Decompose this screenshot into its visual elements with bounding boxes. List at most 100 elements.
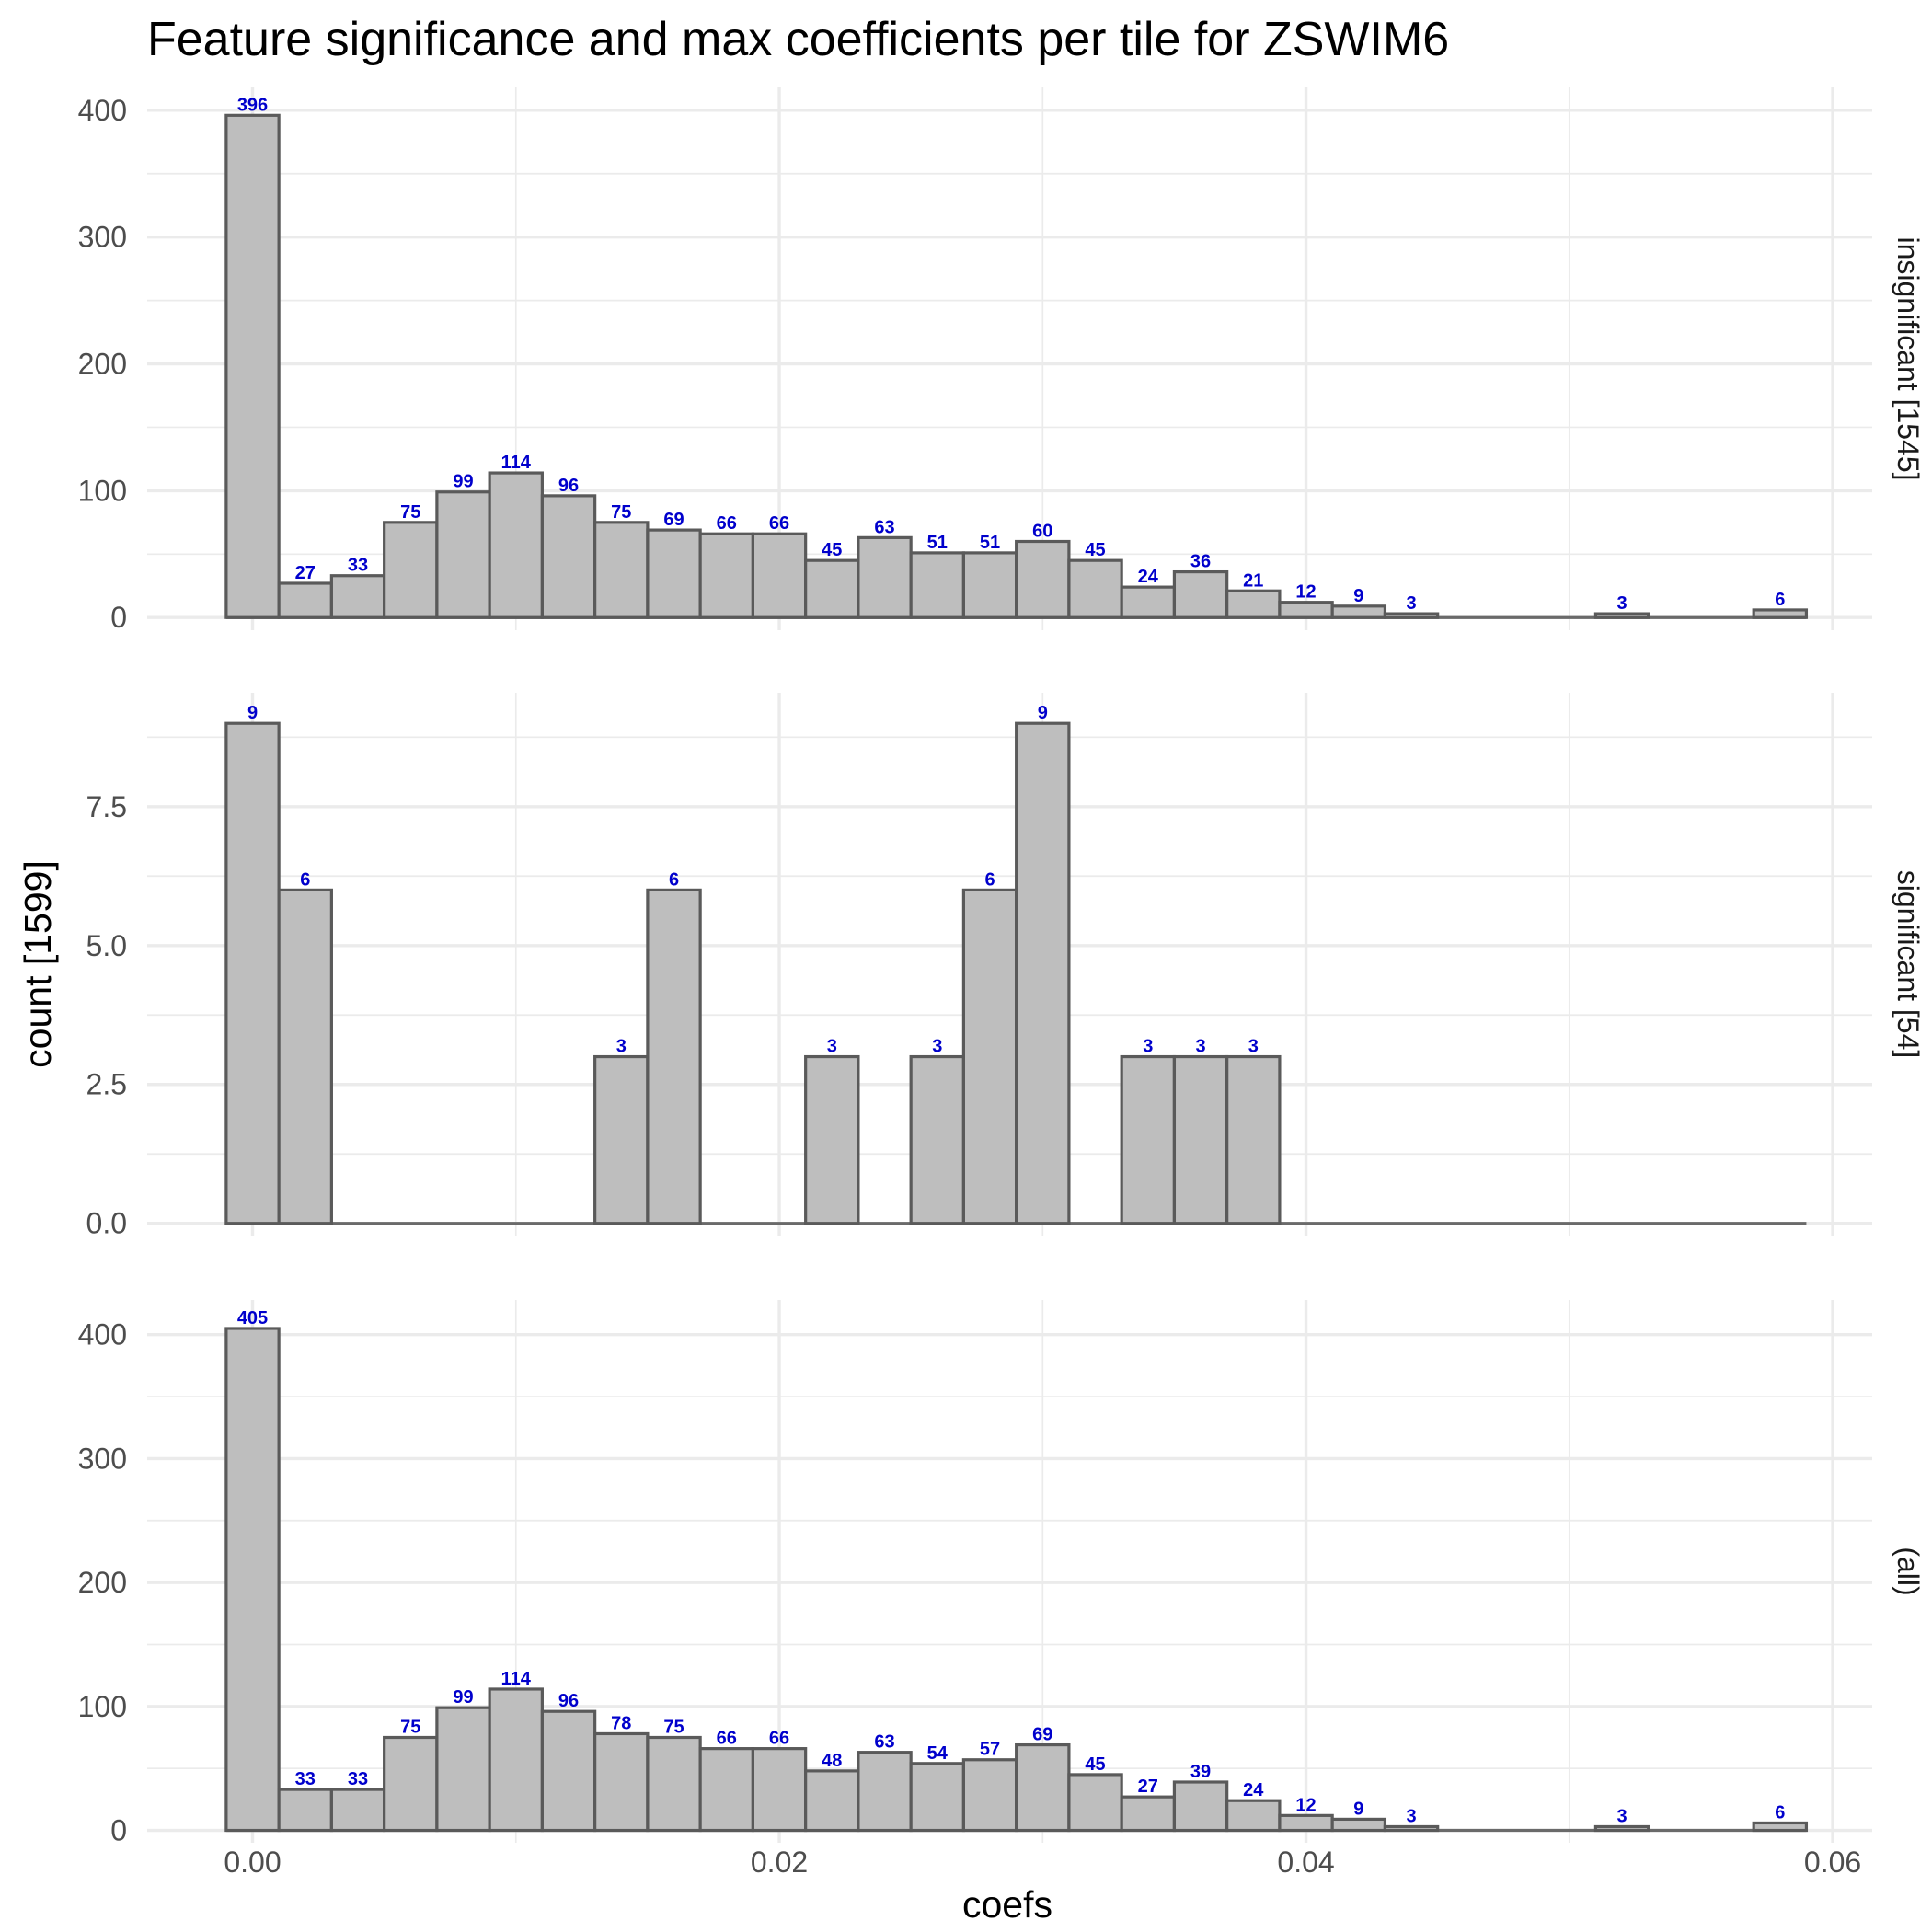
histogram-bar bbox=[751, 532, 808, 619]
histogram-bar bbox=[488, 1687, 544, 1833]
x-axis: 0.00 0.02 0.04 0.06 bbox=[224, 1846, 1861, 1879]
bar-count-label: 66 bbox=[717, 513, 737, 534]
y-tick-label: 0.0 bbox=[86, 1207, 127, 1240]
bar-count-label: 9 bbox=[247, 703, 258, 723]
bar-count-label: 75 bbox=[400, 502, 420, 523]
bar-count-label: 24 bbox=[1243, 1780, 1264, 1800]
bar-count-label: 405 bbox=[237, 1308, 268, 1328]
bar-count-label: 33 bbox=[348, 556, 368, 576]
histogram-bar bbox=[1120, 1795, 1177, 1833]
bar-count-label: 51 bbox=[927, 533, 948, 553]
bar-count-label: 3 bbox=[932, 1037, 942, 1057]
bar-count-label: 27 bbox=[295, 563, 316, 583]
histogram-bar bbox=[1015, 1742, 1071, 1833]
x-axis-title: coefs bbox=[962, 1883, 1052, 1926]
facet-panel: 0.0 2.5 5.0 7.5 9 6 3 6 3 3 6 9 3 3 3 significant [54] bbox=[86, 693, 1925, 1240]
bar-count-label: 63 bbox=[874, 517, 894, 537]
x-tick-label: 0.00 bbox=[224, 1846, 281, 1879]
y-axis-title: count [1599] bbox=[17, 860, 59, 1068]
bar-count-label: 45 bbox=[822, 540, 842, 560]
histogram-bar bbox=[540, 1709, 597, 1833]
bar-count-label: 99 bbox=[453, 472, 473, 492]
bar-count-label: 9 bbox=[1038, 703, 1048, 723]
bar-count-label: 36 bbox=[1190, 552, 1211, 572]
bar-count-label: 6 bbox=[669, 869, 679, 890]
histogram-bar bbox=[646, 1735, 702, 1833]
histogram-bar bbox=[1278, 601, 1334, 619]
bar-count-label: 75 bbox=[400, 1718, 420, 1738]
bar-count-label: 3 bbox=[1195, 1037, 1205, 1057]
bar-count-label: 63 bbox=[874, 1732, 894, 1753]
histogram-bar bbox=[857, 535, 913, 619]
histogram-bar bbox=[277, 1788, 333, 1833]
y-tick-label: 300 bbox=[78, 221, 127, 254]
bar-count-label: 69 bbox=[1032, 1725, 1052, 1745]
histogram-bar bbox=[1278, 1813, 1334, 1833]
histogram-bar bbox=[804, 1054, 860, 1225]
x-tick-label: 0.04 bbox=[1277, 1846, 1334, 1879]
y-tick-label: 400 bbox=[78, 94, 127, 127]
bar-count-label: 33 bbox=[295, 1769, 316, 1789]
y-tick-label: 200 bbox=[78, 1566, 127, 1599]
histogram-bar bbox=[593, 1731, 650, 1833]
bar-count-label: 114 bbox=[501, 453, 532, 473]
histogram-bar bbox=[435, 1706, 491, 1833]
histogram-bar bbox=[224, 1327, 281, 1833]
histogram-bar bbox=[1067, 1773, 1123, 1833]
histogram-bar bbox=[593, 521, 650, 619]
histogram-bar bbox=[1752, 1821, 1809, 1833]
histogram-bar bbox=[1593, 1824, 1650, 1833]
facet-strip-label: significant [54] bbox=[1892, 870, 1925, 1059]
histogram-bar bbox=[383, 521, 439, 619]
bar-count-label: 6 bbox=[1775, 1802, 1785, 1823]
bar-count-label: 39 bbox=[1190, 1762, 1211, 1782]
y-tick-label: 2.5 bbox=[86, 1068, 127, 1101]
bar-count-label: 21 bbox=[1243, 570, 1263, 591]
histogram-bar bbox=[435, 490, 491, 619]
histogram-bar bbox=[1015, 721, 1071, 1225]
bar-count-label: 6 bbox=[1775, 590, 1785, 610]
histogram-bar bbox=[224, 721, 281, 1225]
bar-count-label: 114 bbox=[501, 1669, 532, 1689]
bar-count-label: 3 bbox=[1406, 593, 1416, 614]
bar-count-label: 51 bbox=[980, 533, 1000, 553]
histogram-bar bbox=[1383, 1824, 1440, 1833]
histogram-bar bbox=[1752, 608, 1809, 619]
histogram-bar bbox=[1120, 585, 1177, 619]
bar-count-label: 3 bbox=[1616, 1806, 1627, 1826]
histogram-bar bbox=[909, 1762, 966, 1833]
bar-count-label: 6 bbox=[984, 869, 995, 890]
histogram-bar bbox=[698, 532, 754, 619]
bar-count-label: 3 bbox=[616, 1037, 627, 1057]
histogram-bar bbox=[804, 558, 860, 619]
histogram-bar bbox=[488, 471, 544, 619]
histogram-bar bbox=[593, 1054, 650, 1225]
y-tick-label: 200 bbox=[78, 348, 127, 381]
bar-count-label: 9 bbox=[1353, 1799, 1363, 1819]
bar-count-label: 96 bbox=[558, 1691, 579, 1711]
bar-count-label: 69 bbox=[663, 510, 684, 530]
histogram-bar bbox=[1383, 612, 1440, 619]
bar-count-label: 75 bbox=[663, 1718, 684, 1738]
x-tick-label: 0.06 bbox=[1804, 1846, 1861, 1879]
bar-count-label: 66 bbox=[717, 1729, 737, 1749]
histogram-bar bbox=[1225, 1799, 1282, 1833]
histogram-bar bbox=[751, 1747, 808, 1833]
x-tick-label: 0.02 bbox=[751, 1846, 808, 1879]
histogram-bar bbox=[329, 574, 386, 619]
bar-count-label: 48 bbox=[822, 1751, 842, 1771]
histogram-bar bbox=[1225, 589, 1282, 619]
histogram-bar bbox=[857, 1751, 913, 1833]
histogram-bar bbox=[909, 551, 966, 619]
histogram-bar bbox=[961, 888, 1018, 1225]
bar-count-label: 3 bbox=[1248, 1037, 1259, 1057]
histogram-bar bbox=[383, 1735, 439, 1833]
bar-count-label: 3 bbox=[1616, 593, 1627, 614]
histogram-bar bbox=[224, 113, 281, 619]
bar-count-label: 9 bbox=[1353, 586, 1363, 606]
bar-count-label: 396 bbox=[237, 95, 268, 115]
histogram-bar bbox=[961, 551, 1018, 619]
histogram-bar bbox=[540, 494, 597, 619]
